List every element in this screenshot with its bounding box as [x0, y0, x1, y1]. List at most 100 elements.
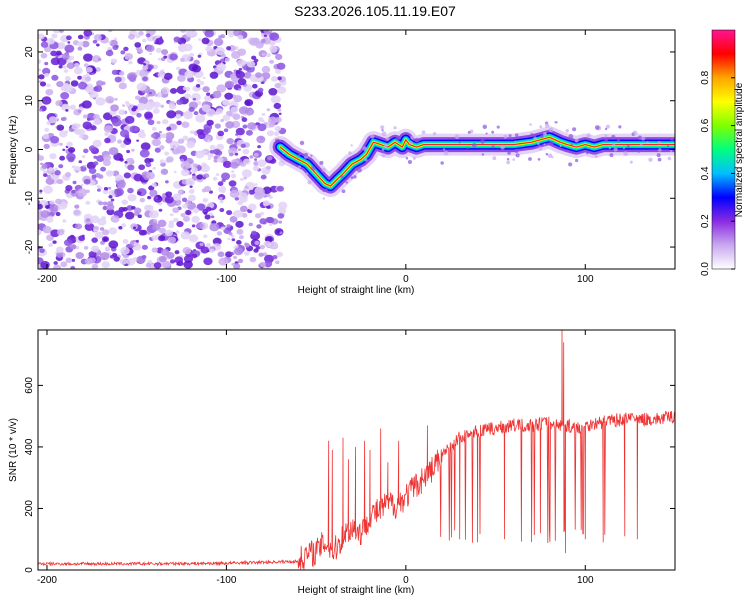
noise-blob: [253, 161, 258, 166]
noise-blob: [154, 93, 158, 97]
noise-blob: [42, 133, 50, 140]
noise-blob: [207, 139, 211, 143]
noise-blob: [166, 126, 172, 131]
noise-blob: [109, 39, 118, 47]
noise-blob: [181, 197, 188, 203]
snr-background: [38, 330, 675, 570]
noise-blob: [68, 147, 76, 153]
noise-blob: [136, 113, 142, 118]
noise-blob: [51, 207, 58, 214]
noise-blob: [226, 224, 231, 228]
noise-blob: [258, 252, 264, 257]
noise-blob: [259, 136, 264, 140]
noise-blob: [195, 114, 206, 123]
noise-blob: [199, 242, 204, 247]
noise-blob: [151, 126, 157, 131]
noise-blob: [229, 216, 238, 223]
noise-blob: [219, 207, 225, 213]
noise-blob: [128, 33, 136, 40]
noise-blob: [172, 145, 176, 148]
colorbar-tick-label: 0.6: [700, 118, 711, 132]
noise-blob: [55, 50, 62, 56]
noise-blob: [104, 246, 110, 251]
noise-blob: [45, 88, 54, 96]
noise-blob: [83, 245, 89, 250]
noise-blob: [176, 201, 181, 205]
noise-blob: [58, 164, 64, 169]
noise-blob: [40, 162, 44, 166]
noise-blob: [138, 164, 146, 171]
ridge-speckle: [410, 135, 415, 140]
noise-blob: [83, 178, 91, 185]
noise-blob: [201, 149, 208, 155]
noise-blob: [93, 228, 98, 233]
ridge-speckle: [480, 139, 485, 144]
ridge-speckle: [481, 153, 485, 156]
noise-blob: [264, 260, 273, 268]
ridge-speckle: [492, 156, 497, 161]
noise-blob: [240, 143, 246, 148]
ridge-speckle: [543, 143, 546, 146]
noise-blob: [230, 173, 237, 179]
noise-blob: [160, 248, 170, 256]
noise-blob: [44, 72, 50, 78]
noise-blob: [141, 38, 147, 43]
noise-blob: [50, 135, 60, 144]
noise-blob: [114, 76, 122, 83]
ridge-speckle: [609, 153, 614, 158]
noise-blob: [113, 256, 120, 262]
noise-blob: [38, 68, 42, 72]
noise-blob: [96, 185, 101, 189]
ridge-speckle: [568, 162, 573, 167]
noise-blob: [95, 97, 106, 106]
noise-blob: [180, 168, 190, 177]
noise-blob: [40, 210, 50, 218]
noise-blob: [236, 135, 241, 139]
noise-blob: [134, 207, 142, 214]
noise-blob: [198, 87, 202, 91]
noise-blob: [158, 235, 166, 242]
noise-blob: [101, 261, 110, 269]
noise-blob: [201, 162, 207, 168]
noise-blob: [38, 101, 43, 108]
noise-blob: [130, 223, 138, 230]
noise-blob: [265, 165, 272, 170]
noise-blob: [241, 117, 248, 123]
noise-blob: [106, 208, 115, 216]
noise-blob: [182, 135, 189, 141]
snr-series-line: [38, 330, 675, 570]
noise-blob: [257, 145, 261, 149]
ridge-speckle: [537, 142, 540, 146]
noise-blob: [268, 88, 278, 96]
noise-blob: [118, 225, 123, 230]
noise-blob: [184, 70, 194, 79]
noise-blob: [161, 87, 170, 95]
noise-blob: [184, 200, 192, 206]
noise-blob: [138, 96, 149, 105]
noise-blob: [203, 127, 211, 134]
noise-blob: [275, 260, 280, 265]
ridge-speckle: [381, 131, 387, 137]
noise-blob: [61, 53, 70, 60]
noise-blob: [52, 240, 57, 244]
noise-blob: [153, 73, 157, 77]
noise-blob: [41, 96, 52, 105]
noise-blob: [228, 180, 237, 187]
ridge-speckle: [543, 132, 547, 135]
ridge-speckle: [574, 158, 579, 163]
y-tick-label: -10: [24, 191, 35, 206]
noise-blob: [151, 235, 158, 241]
noise-blob: [199, 80, 205, 85]
noise-blob: [170, 147, 175, 151]
noise-blob: [46, 121, 51, 126]
noise-blob: [214, 46, 225, 56]
noise-blob: [216, 143, 225, 151]
noise-blob: [239, 177, 244, 181]
noise-blob: [266, 216, 275, 224]
noise-blob: [39, 81, 47, 87]
ridge-speckle: [570, 143, 574, 146]
ridge-speckle: [514, 149, 519, 154]
noise-blob: [80, 183, 84, 187]
noise-blob: [92, 86, 99, 92]
noise-blob: [221, 172, 231, 181]
